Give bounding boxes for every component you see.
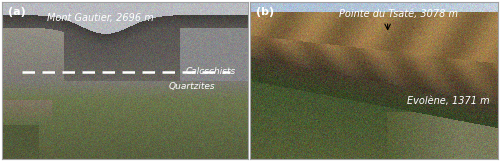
Text: Calcschists: Calcschists	[186, 67, 236, 76]
Text: Evolène, 1371 m: Evolène, 1371 m	[407, 96, 490, 106]
Text: (a): (a)	[8, 7, 26, 17]
Text: Quartzites: Quartzites	[169, 82, 216, 91]
Text: Mont Gautier, 2696 m: Mont Gautier, 2696 m	[47, 13, 154, 23]
Text: (b): (b)	[256, 7, 274, 17]
Text: Pointe du Tsaté, 3078 m: Pointe du Tsaté, 3078 m	[340, 9, 458, 19]
